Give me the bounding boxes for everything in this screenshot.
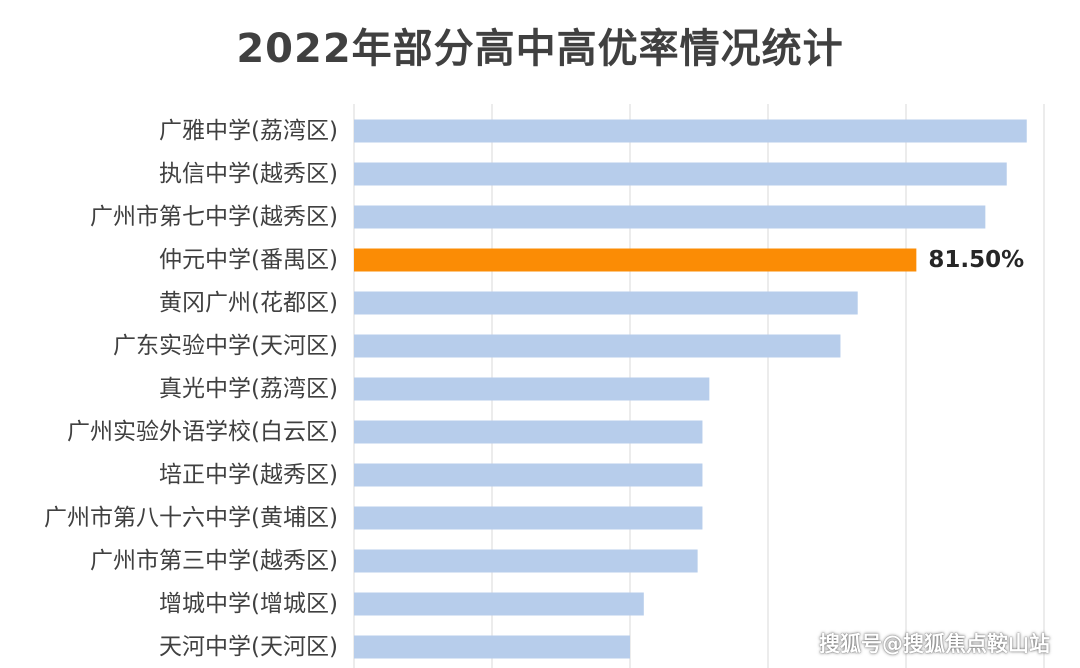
bar-8 [354,463,703,487]
category-label-12: 天河中学(天河区) [159,634,338,660]
bar-9 [354,506,703,530]
bar-10 [354,549,698,573]
category-label-2: 广州市第七中学(越秀区) [90,204,338,230]
bar-1 [354,162,1007,186]
category-label-10: 广州市第三中学(越秀区) [90,548,338,574]
category-label-4: 黄冈广州(花都区) [159,290,338,316]
category-label-3: 仲元中学(番禺区) [159,247,338,273]
data-label-0: 81.50% [928,247,1024,273]
bar-7 [354,420,703,444]
category-labels: 广雅中学(荔湾区) 执信中学(越秀区) 广州市第七中学(越秀区) 仲元中学(番禺区) 黄… [44,118,338,660]
watermark: 搜狐号@搜狐焦点鞍山站 [819,632,1050,656]
category-label-5: 广东实验中学(天河区) [113,333,338,359]
bar-6 [354,377,710,401]
category-label-0: 广雅中学(荔湾区) [159,118,338,144]
bar-12 [354,635,630,659]
bar-5 [354,334,841,358]
category-label-6: 真光中学(荔湾区) [159,376,338,402]
category-label-8: 培正中学(越秀区) [159,462,338,488]
data-labels: 81.50% [928,247,1024,273]
category-label-9: 广州市第八十六中学(黄埔区) [44,505,338,531]
bar-3 [354,248,917,272]
category-label-11: 增城中学(增城区) [159,591,338,617]
bar-0 [354,119,1027,143]
bar-2 [354,205,986,229]
category-label-7: 广州实验外语学校(白云区) [67,419,338,445]
chart-title: 2022年部分高中高优率情况统计 [236,26,844,72]
category-label-1: 执信中学(越秀区) [159,161,338,187]
bar-11 [354,592,644,616]
bar-4 [354,291,858,315]
bars [354,119,1027,659]
